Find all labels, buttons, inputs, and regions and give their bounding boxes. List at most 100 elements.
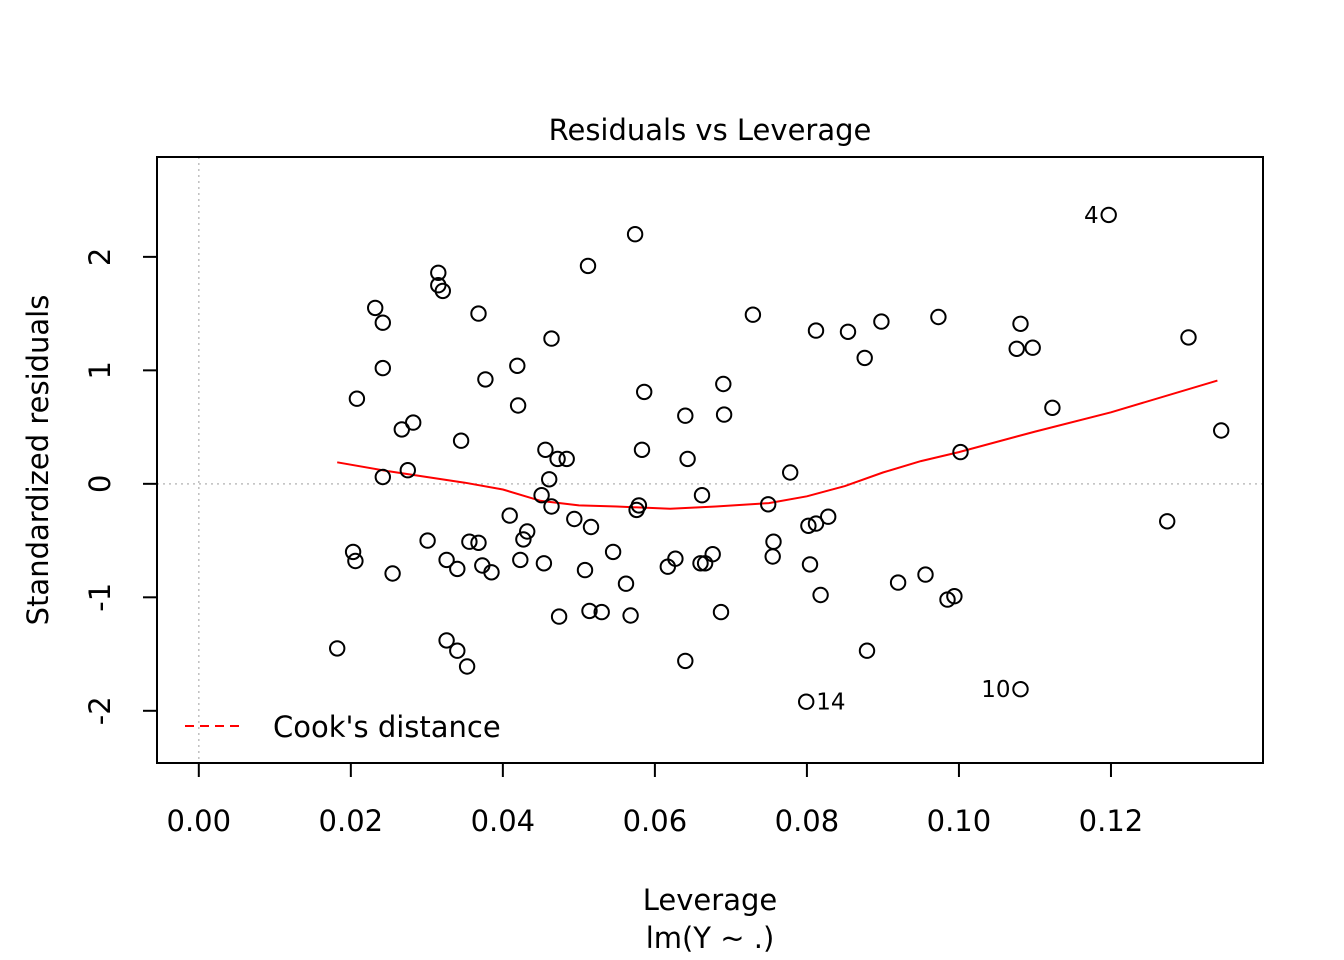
data-point bbox=[430, 264, 447, 281]
y-axis: -2 -1 0 1 2 bbox=[83, 248, 158, 725]
data-point bbox=[329, 640, 346, 657]
reference-lines bbox=[157, 157, 1263, 763]
data-point bbox=[856, 349, 873, 367]
data-point bbox=[405, 414, 422, 431]
data-point bbox=[807, 515, 825, 532]
data-point bbox=[764, 548, 781, 565]
data-point bbox=[765, 533, 782, 550]
data-point bbox=[782, 464, 799, 481]
data-point bbox=[399, 462, 416, 479]
data-point bbox=[693, 487, 711, 504]
data-point bbox=[533, 487, 550, 504]
data-point bbox=[704, 546, 721, 563]
data-point bbox=[798, 693, 815, 710]
data-point bbox=[449, 560, 466, 578]
data-point bbox=[579, 257, 597, 275]
data-point bbox=[889, 574, 907, 591]
y-tick-label: 1 bbox=[83, 361, 117, 379]
x-tick-label: 0.08 bbox=[775, 804, 840, 838]
data-point bbox=[839, 323, 857, 340]
data-point bbox=[470, 534, 487, 551]
data-point bbox=[541, 471, 558, 488]
data-point bbox=[1024, 339, 1041, 356]
data-point bbox=[509, 397, 527, 414]
data-point bbox=[347, 552, 364, 570]
data-point bbox=[715, 375, 732, 393]
data-point bbox=[633, 441, 651, 458]
data-point bbox=[1180, 329, 1197, 346]
data-point bbox=[604, 543, 622, 561]
data-point bbox=[760, 496, 777, 513]
data-point bbox=[581, 602, 598, 620]
x-tick-label: 0.04 bbox=[471, 804, 536, 838]
data-point bbox=[512, 551, 529, 569]
data-point bbox=[509, 357, 526, 374]
x-tick-label: 0.10 bbox=[927, 804, 992, 838]
data-point bbox=[1100, 206, 1117, 224]
data-point bbox=[679, 450, 696, 468]
point-label: 4 bbox=[1084, 203, 1099, 229]
data-point bbox=[566, 510, 583, 528]
data-point bbox=[344, 543, 362, 561]
data-point bbox=[1012, 681, 1029, 698]
x-tick-label: 0.00 bbox=[167, 804, 232, 838]
data-point bbox=[449, 642, 466, 659]
data-point bbox=[438, 632, 455, 649]
data-point bbox=[434, 282, 451, 300]
data-point bbox=[374, 359, 391, 377]
data-point bbox=[622, 607, 639, 624]
data-point bbox=[952, 443, 969, 461]
data-point bbox=[535, 555, 553, 572]
data-point bbox=[519, 523, 536, 540]
data-point bbox=[452, 432, 470, 449]
data-point bbox=[667, 550, 684, 567]
data-point bbox=[458, 658, 476, 675]
smooth-line-group bbox=[337, 379, 1218, 510]
data-point bbox=[582, 518, 600, 536]
x-tick-label: 0.06 bbox=[623, 804, 688, 838]
smooth-line bbox=[337, 379, 1218, 510]
data-point bbox=[515, 531, 532, 548]
data-point bbox=[636, 383, 653, 401]
data-point bbox=[576, 561, 594, 579]
data-point bbox=[461, 533, 478, 550]
data-point bbox=[419, 532, 436, 549]
data-point bbox=[367, 299, 384, 317]
x-axis-label: Leverage bbox=[643, 883, 777, 917]
data-point bbox=[1213, 422, 1230, 439]
model-formula-subtitle: lm(Y ~ .) bbox=[646, 921, 775, 955]
data-point bbox=[470, 305, 487, 322]
data-point bbox=[477, 371, 494, 388]
legend-label: Cook's distance bbox=[273, 710, 501, 744]
data-point bbox=[348, 390, 366, 407]
legend: Cook's distance bbox=[185, 710, 501, 744]
data-point bbox=[558, 450, 575, 468]
data-point bbox=[858, 642, 876, 659]
data-point bbox=[800, 517, 817, 534]
data-point bbox=[677, 407, 694, 424]
y-tick-label: 2 bbox=[83, 248, 117, 266]
data-point bbox=[744, 306, 762, 323]
data-point bbox=[593, 603, 610, 621]
y-tick-label: -2 bbox=[83, 696, 117, 725]
data-point bbox=[820, 508, 837, 525]
data-point bbox=[692, 555, 709, 572]
data-point bbox=[1012, 315, 1029, 332]
data-point bbox=[807, 322, 825, 339]
data-point bbox=[801, 556, 819, 573]
point-label: 10 bbox=[981, 677, 1010, 703]
data-point bbox=[483, 564, 500, 581]
data-point bbox=[374, 314, 391, 331]
data-point bbox=[1044, 399, 1061, 416]
point-labels: 4 14 10 bbox=[816, 203, 1098, 716]
data-point bbox=[1159, 513, 1176, 530]
x-axis: 0.00 0.02 0.04 0.06 0.08 0.10 0.12 bbox=[167, 762, 1143, 838]
data-point bbox=[384, 565, 401, 582]
data-point bbox=[630, 497, 648, 514]
data-point bbox=[812, 586, 829, 604]
y-tick-label: 0 bbox=[83, 475, 117, 493]
data-point bbox=[873, 313, 890, 330]
plot-frame bbox=[156, 156, 1264, 764]
point-label: 14 bbox=[816, 690, 845, 716]
